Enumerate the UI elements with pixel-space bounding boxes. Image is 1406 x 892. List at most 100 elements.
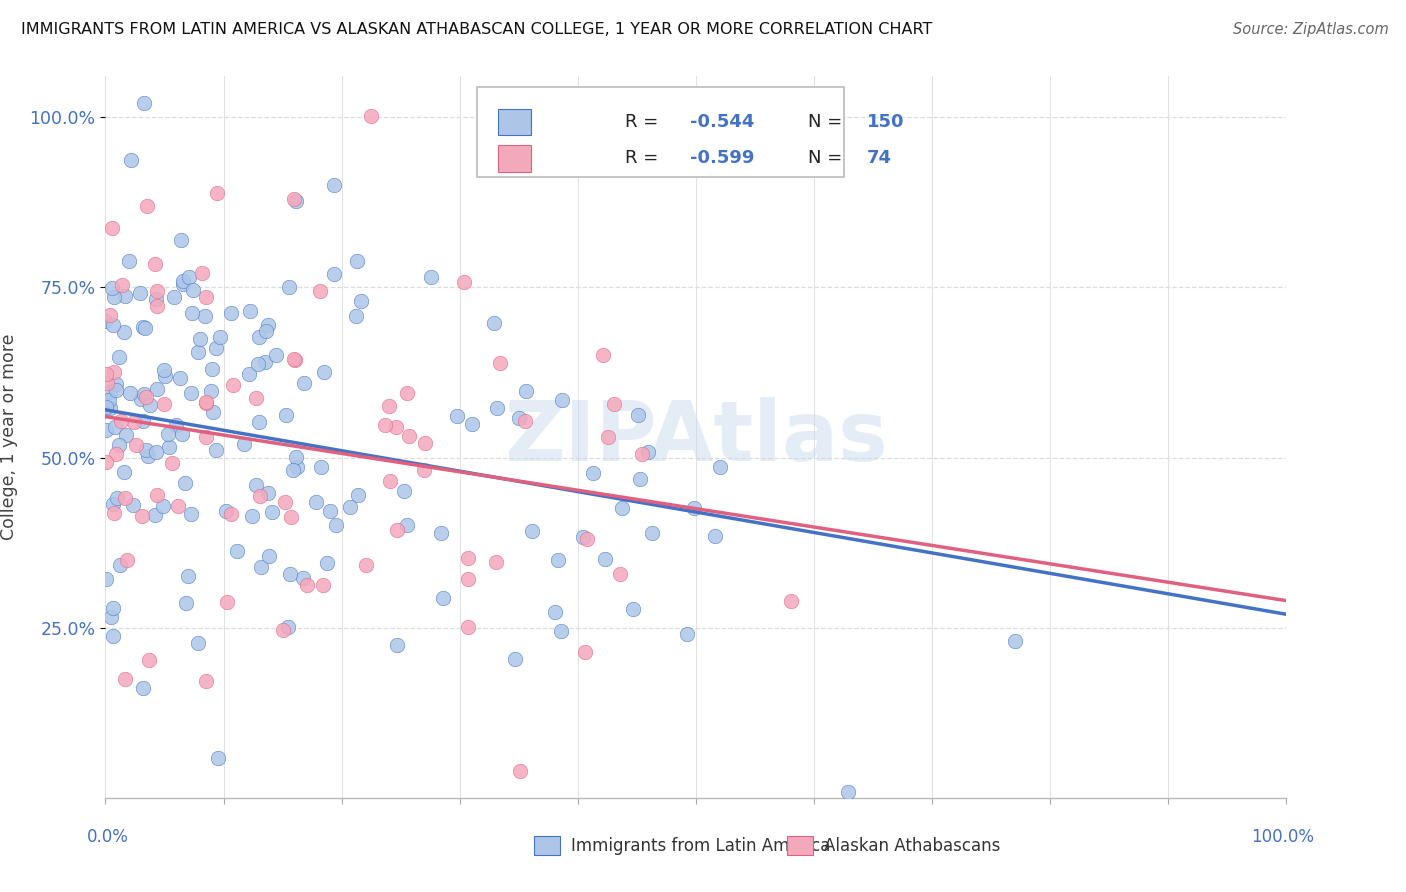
Point [146, 299, 169, 313]
Point [378, 475, 401, 489]
Point [105, 377, 128, 392]
Point [683, 501, 706, 516]
Point [547, 552, 569, 566]
Point [457, 551, 479, 566]
Point [453, 276, 475, 290]
Point [515, 384, 537, 398]
Point [194, 309, 217, 323]
Text: IMMIGRANTS FROM LATIN AMERICA VS ALASKAN ATHABASCAN COLLEGE, 1 YEAR OR MORE CORR: IMMIGRANTS FROM LATIN AMERICA VS ALASKAN… [21, 22, 932, 37]
Point [628, 472, 651, 486]
Point [515, 413, 537, 427]
Point [97, 392, 120, 407]
Point [152, 499, 174, 513]
Point [215, 595, 238, 609]
Point [676, 626, 699, 640]
Point [520, 524, 543, 538]
Point [281, 463, 304, 477]
Point [187, 636, 209, 650]
Point [398, 429, 420, 443]
Point [280, 510, 302, 524]
Point [94, 455, 117, 469]
Text: Immigrants from Latin America: Immigrants from Latin America [571, 837, 830, 855]
Point [284, 353, 307, 368]
Point [1004, 634, 1026, 648]
Point [461, 417, 484, 431]
Point [486, 401, 509, 415]
Point [277, 280, 299, 294]
Point [103, 497, 125, 511]
Point [249, 489, 271, 503]
Point [146, 284, 169, 298]
Text: N =: N = [808, 149, 848, 168]
Point [121, 498, 143, 512]
Point [105, 383, 128, 397]
Point [609, 566, 631, 581]
Point [115, 553, 138, 567]
Point [222, 377, 245, 392]
Point [172, 277, 194, 292]
Point [114, 289, 136, 303]
Point [311, 460, 333, 475]
Point [188, 332, 211, 346]
Point [413, 463, 436, 477]
Point [132, 320, 155, 334]
Point [419, 270, 441, 285]
Point [385, 638, 408, 652]
Point [257, 318, 280, 333]
Point [245, 478, 267, 492]
Point [136, 199, 159, 213]
Point [194, 673, 217, 688]
Text: R =: R = [626, 149, 664, 168]
Point [509, 764, 531, 778]
Point [339, 500, 361, 515]
Point [257, 485, 280, 500]
Point [603, 397, 626, 411]
Point [177, 568, 200, 582]
Text: ZIPAtlas: ZIPAtlas [503, 397, 889, 477]
Point [114, 326, 136, 340]
Text: 74: 74 [868, 149, 893, 168]
Point [110, 414, 132, 428]
Point [131, 509, 153, 524]
Point [101, 318, 124, 332]
Point [96, 368, 118, 382]
Point [195, 290, 218, 304]
Point [485, 555, 508, 569]
Point [103, 420, 125, 434]
Point [572, 531, 595, 545]
Point [430, 525, 453, 540]
Point [344, 309, 367, 323]
Point [205, 342, 228, 356]
Point [250, 560, 273, 574]
Point [101, 281, 124, 295]
Point [103, 601, 125, 615]
Text: R =: R = [626, 113, 664, 131]
Point [167, 500, 190, 514]
Point [378, 399, 401, 413]
Point [304, 495, 326, 509]
Point [274, 408, 297, 422]
Point [621, 601, 644, 615]
Point [152, 396, 174, 410]
Point [180, 306, 202, 320]
Point [152, 362, 174, 376]
Point [132, 681, 155, 695]
Text: 0.0%: 0.0% [87, 828, 129, 846]
Point [254, 355, 277, 369]
Point [138, 449, 160, 463]
Point [187, 344, 209, 359]
Point [264, 348, 287, 362]
Point [482, 316, 505, 330]
Point [207, 751, 229, 765]
Point [108, 438, 131, 452]
Point [174, 476, 197, 491]
FancyBboxPatch shape [498, 109, 531, 136]
Point [155, 369, 177, 384]
Point [709, 460, 731, 475]
Point [146, 488, 169, 502]
Point [283, 192, 305, 206]
Point [100, 221, 122, 235]
Point [285, 459, 308, 474]
Point [108, 558, 131, 572]
Point [194, 394, 217, 409]
